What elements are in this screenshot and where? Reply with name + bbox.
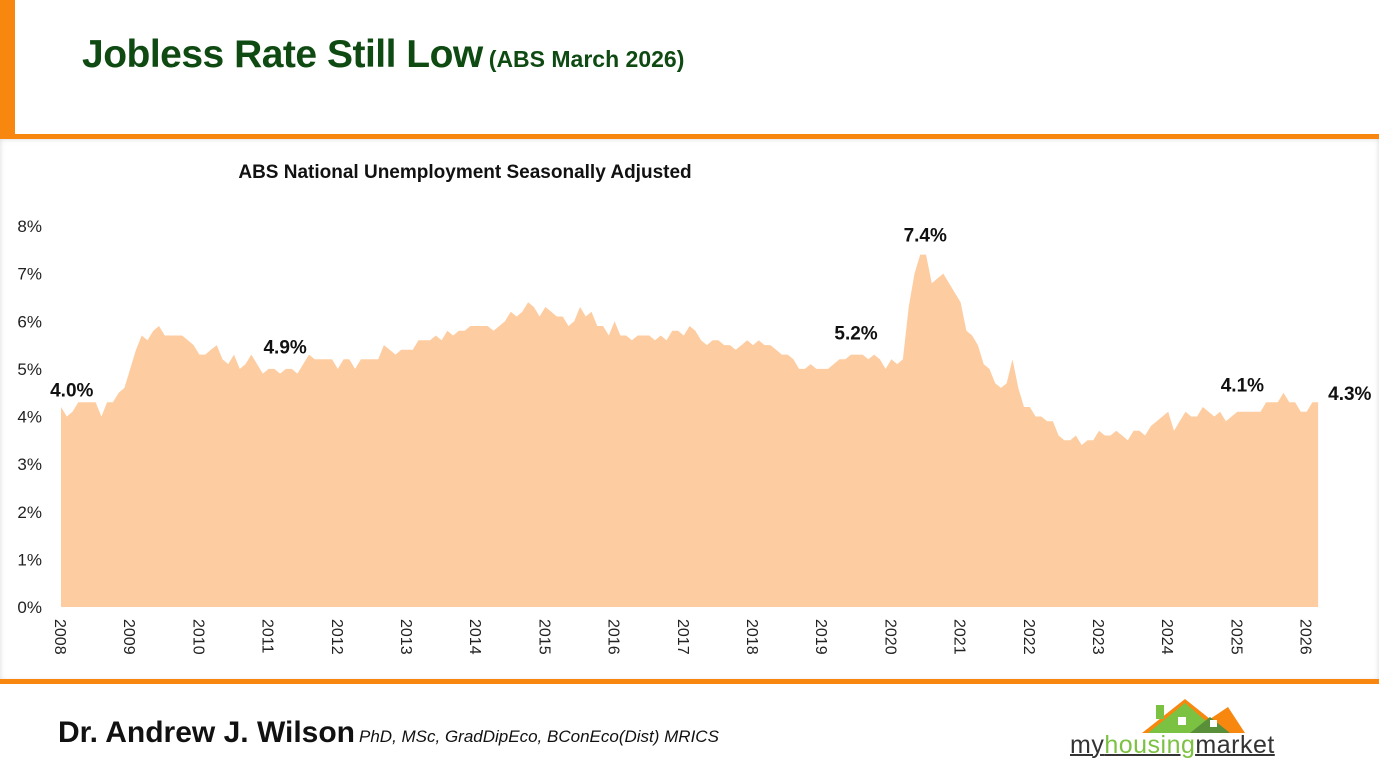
title-main: Jobless Rate Still Low <box>82 33 483 76</box>
x-tick-label: 2015 <box>535 619 552 655</box>
divider-bottom <box>0 679 1379 684</box>
y-tick-label: 7% <box>17 265 42 284</box>
x-tick-label: 2012 <box>328 619 345 655</box>
x-tick-label: 2019 <box>812 619 829 655</box>
chart-title: ABS National Unemployment Seasonally Adj… <box>238 162 691 183</box>
x-tick-label: 2021 <box>951 619 968 655</box>
house-logo-icon <box>1142 699 1245 733</box>
myhousingmarket-logo: myhousingmarket <box>1070 693 1320 763</box>
author-block: Dr. Andrew J. Wilson PhD, MSc, GradDipEco… <box>58 716 719 750</box>
x-tick-label: 2020 <box>881 619 898 655</box>
x-tick-label: 2017 <box>674 619 691 655</box>
x-tick-label: 2018 <box>743 619 760 655</box>
logo-text: myhousingmarket <box>1070 731 1275 760</box>
x-tick-label: 2010 <box>189 619 206 655</box>
y-tick-label: 4% <box>17 408 42 427</box>
logo-text-housing: housing <box>1104 731 1196 759</box>
logo-text-market: market <box>1195 731 1275 759</box>
x-tick-label: 2022 <box>1020 619 1037 655</box>
y-tick-label: 3% <box>17 455 42 474</box>
divider-top <box>0 134 1379 139</box>
data-label: 5.2% <box>834 323 877 344</box>
data-label: 7.4% <box>904 226 947 247</box>
y-tick-label: 5% <box>17 360 42 379</box>
x-tick-label: 2014 <box>466 619 483 655</box>
y-tick-label: 8% <box>17 217 42 236</box>
x-tick-label: 2009 <box>120 619 137 655</box>
y-tick-label: 0% <box>17 598 42 617</box>
page-title: Jobless Rate Still Low (ABS March 2026) <box>82 33 684 77</box>
y-tick-label: 1% <box>17 550 42 569</box>
x-tick-label: 2008 <box>51 619 68 655</box>
data-label: 4.9% <box>263 338 306 359</box>
area-series <box>61 254 1319 607</box>
x-tick-label: 2026 <box>1297 619 1314 655</box>
x-tick-label: 2016 <box>605 619 622 655</box>
title-subtitle: (ABS March 2026) <box>488 46 685 72</box>
y-tick-label: 2% <box>17 503 42 522</box>
unemployment-chart: ABS National Unemployment Seasonally Adj… <box>17 162 1371 655</box>
logo-text-my: my <box>1070 731 1105 759</box>
y-tick-label: 6% <box>17 312 42 331</box>
x-tick-label: 2013 <box>397 619 414 655</box>
x-tick-label: 2024 <box>1158 619 1175 655</box>
author-credentials: PhD, MSc, GradDipEco, BConEco(Dist) MRIC… <box>359 727 719 746</box>
author-name: Dr. Andrew J. Wilson <box>58 716 355 749</box>
x-tick-label: 2025 <box>1227 619 1244 655</box>
data-label: 4.1% <box>1221 376 1264 397</box>
x-tick-label: 2011 <box>259 619 276 654</box>
data-label: 4.3% <box>1328 384 1371 405</box>
x-tick-label: 2023 <box>1089 619 1106 655</box>
data-label: 4.0% <box>50 381 93 402</box>
accent-bar-left <box>0 0 15 139</box>
